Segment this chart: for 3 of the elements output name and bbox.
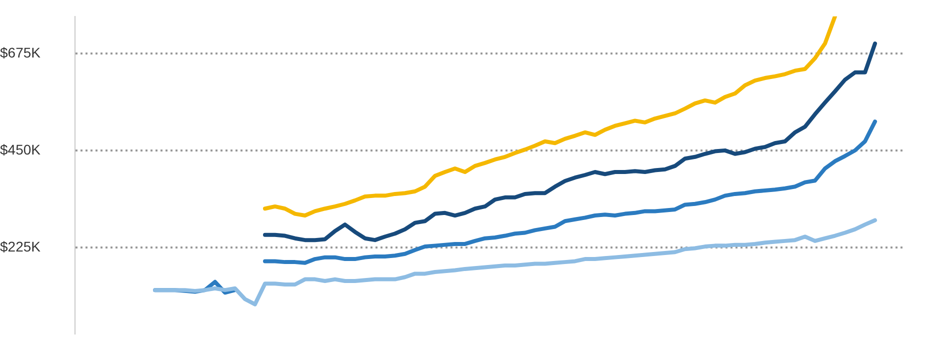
y-tick-label: $675K [0,44,42,60]
y-tick-label: $225K [0,238,42,254]
y-tick-label: $450K [0,141,42,158]
